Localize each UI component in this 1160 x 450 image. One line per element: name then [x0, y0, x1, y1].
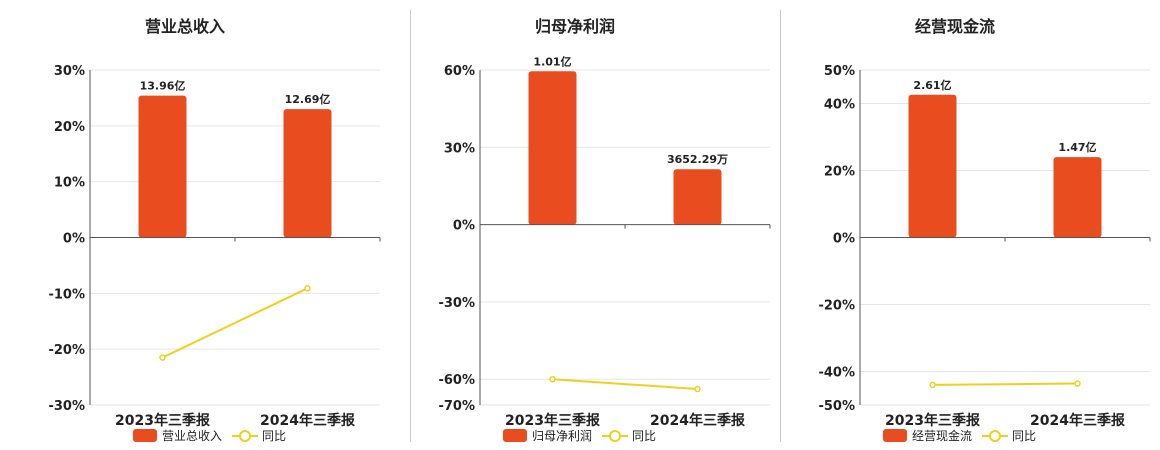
y-tick-label: -40%: [818, 366, 855, 381]
y-tick-label: 20%: [54, 120, 85, 135]
y-tick-label: 30%: [444, 141, 475, 156]
x-category-label: 2023年三季报: [505, 412, 600, 429]
panel-divider: [410, 10, 411, 442]
y-tick-label: -20%: [48, 343, 85, 358]
x-category-label: 2024年三季报: [1030, 412, 1125, 429]
line-legend-icon: [232, 429, 259, 443]
legend-bar-label: 营业总收入: [162, 429, 223, 443]
net-profit-chart: 60% 30% 0% -30% -60% -70% 1.01亿 3652.29万 2023年三季…: [438, 54, 771, 429]
y-tick-label: 0%: [63, 232, 85, 247]
bar-value-label: 13.96亿: [140, 79, 186, 93]
chart-panel-cash-flow: 经营现金流 50% 40% 20% 0% -20% -40% -50% 2.61亿 1.47亿 2…: [770, 0, 1151, 450]
x-category-label: 2023年三季报: [115, 412, 210, 429]
bar: [673, 169, 722, 225]
line-legend-icon: [982, 429, 1009, 443]
yoy-point: [159, 354, 166, 361]
panel-divider: [780, 10, 781, 442]
legend-line-label: 同比: [1012, 429, 1037, 443]
y-tick-label: 50%: [824, 64, 855, 79]
yoy-point: [1074, 380, 1081, 387]
yoy-point: [929, 381, 936, 389]
chart-title: 经营现金流: [914, 17, 995, 36]
bar-value-label: 2.61亿: [913, 78, 951, 92]
y-tick-label: -70%: [438, 399, 475, 414]
y-tick-label: 20%: [824, 165, 855, 180]
bar: [1053, 157, 1102, 238]
y-tick-label: 60%: [444, 64, 475, 79]
y-tick-label: 0%: [453, 219, 475, 234]
y-tick-label: 0%: [833, 232, 855, 247]
yoy-line: [162, 287, 308, 359]
bar-legend-swatch: [503, 429, 527, 442]
revenue-chart: 30% 20% 10% 0% -10% -20% -30% 13.96亿 12.69亿 2023年…: [48, 64, 381, 429]
bar: [138, 95, 187, 238]
legend-line-label: 同比: [262, 429, 287, 443]
chart-panel-revenue: 营业总收入 30% 20% 10% 0% -10% -20% -30% 13.96亿 12.69…: [0, 0, 381, 450]
x-category-label: 2024年三季报: [260, 412, 355, 429]
y-tick-label: 10%: [54, 176, 85, 191]
bar-value-label: 1.47亿: [1058, 140, 1096, 154]
yoy-point: [694, 385, 701, 393]
cash-flow-chart: 50% 40% 20% 0% -20% -40% -50% 2.61亿 1.47亿 2023年三季…: [818, 64, 1151, 429]
bar-value-label: 12.69亿: [285, 92, 331, 106]
y-tick-label: -50%: [818, 399, 855, 414]
bar: [528, 71, 577, 225]
yoy-line: [932, 382, 1078, 386]
x-category-label: 2024年三季报: [650, 412, 745, 429]
legend[interactable]: 营业总收入 同比: [133, 427, 286, 444]
chart-panel-net-profit: 归母净利润 60% 30% 0% -30% -60% -70% 1.01亿 3652.29万 2…: [390, 0, 771, 450]
yoy-point: [304, 285, 311, 292]
line-legend-icon: [602, 429, 629, 443]
legend-bar-label: 经营现金流: [912, 429, 973, 443]
bar-value-label: 3652.29万: [667, 153, 728, 166]
legend-bar-label: 归母净利润: [532, 429, 593, 443]
bar-legend-swatch: [133, 429, 157, 442]
bar: [908, 94, 957, 238]
x-category-label: 2023年三季报: [885, 412, 980, 429]
y-tick-label: -60%: [438, 373, 475, 388]
bar: [283, 109, 332, 238]
y-tick-label: -20%: [818, 299, 855, 314]
yoy-line: [552, 378, 698, 391]
yoy-point: [549, 375, 556, 383]
y-tick-label: 30%: [54, 64, 85, 79]
legend-line-label: 同比: [632, 429, 657, 443]
bar-value-label: 1.01亿: [533, 54, 571, 68]
legend[interactable]: 经营现金流 同比: [883, 427, 1036, 444]
legend[interactable]: 归母净利润 同比: [503, 427, 656, 444]
y-tick-label: -10%: [48, 287, 85, 302]
y-tick-label: -30%: [438, 296, 475, 311]
chart-title: 营业总收入: [144, 17, 225, 36]
y-tick-label: -30%: [48, 399, 85, 414]
chart-title: 归母净利润: [534, 17, 615, 36]
y-tick-label: 40%: [824, 98, 855, 113]
bar-legend-swatch: [883, 429, 907, 442]
